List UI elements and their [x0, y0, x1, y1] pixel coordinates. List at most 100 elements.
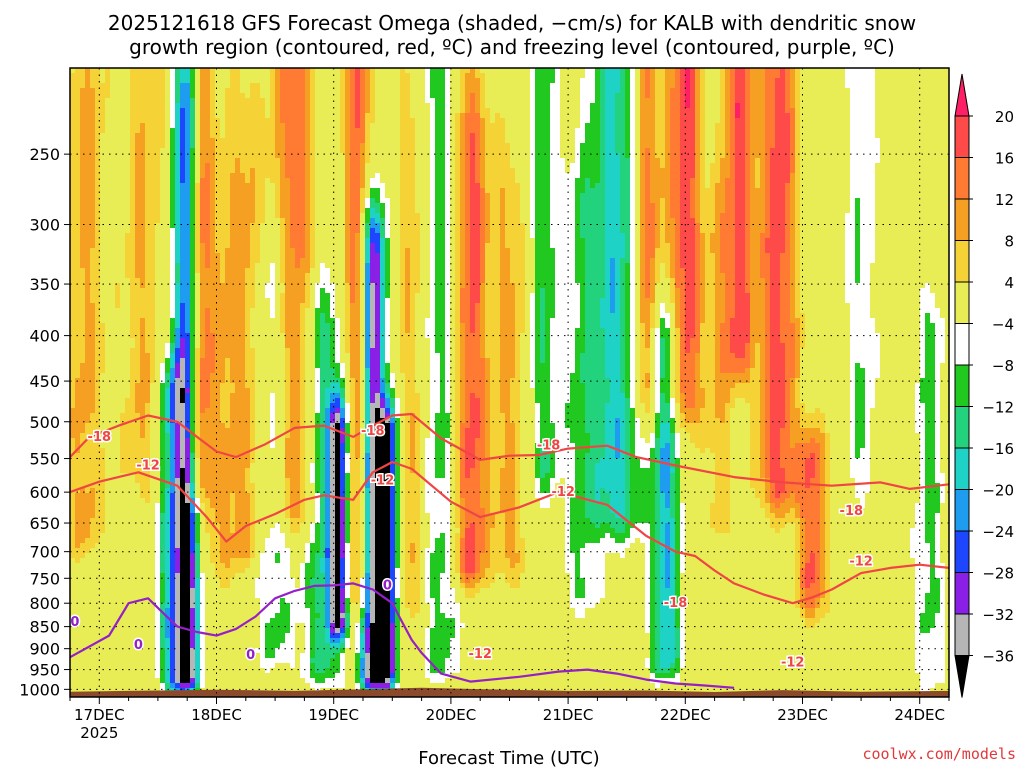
- omega-cell: [655, 183, 660, 188]
- omega-cell: [645, 188, 650, 193]
- omega-cell: [880, 128, 885, 133]
- omega-cell: [175, 203, 180, 208]
- omega-cell: [255, 183, 260, 188]
- omega-cell: [735, 203, 740, 208]
- omega-cell: [300, 178, 305, 183]
- omega-cell: [135, 188, 140, 193]
- omega-cell: [120, 188, 125, 193]
- omega-cell: [305, 108, 310, 113]
- omega-cell: [405, 168, 410, 173]
- omega-cell: [500, 93, 505, 98]
- omega-cell: [485, 128, 490, 133]
- omega-cell: [170, 178, 175, 183]
- omega-cell: [150, 88, 155, 93]
- omega-cell: [740, 218, 745, 223]
- omega-cell: [535, 193, 540, 198]
- omega-cell: [370, 113, 375, 118]
- omega-cell: [715, 148, 720, 153]
- omega-cell: [455, 98, 460, 103]
- omega-cell: [195, 208, 200, 213]
- omega-cell: [340, 193, 345, 198]
- omega-cell: [265, 183, 270, 188]
- omega-cell: [470, 123, 475, 128]
- omega-cell: [345, 98, 350, 103]
- omega-cell: [675, 198, 680, 203]
- omega-cell: [790, 198, 795, 203]
- omega-cell: [440, 138, 445, 143]
- omega-cell: [825, 218, 830, 223]
- omega-cell: [545, 88, 550, 93]
- omega-cell: [600, 183, 605, 188]
- omega-cell: [220, 218, 225, 223]
- omega-cell: [140, 218, 145, 223]
- omega-cell: [910, 183, 915, 188]
- omega-cell: [580, 203, 585, 208]
- omega-cell: [615, 123, 620, 128]
- omega-cell: [305, 178, 310, 183]
- omega-cell: [405, 198, 410, 203]
- omega-cell: [685, 173, 690, 178]
- omega-cell: [355, 203, 360, 208]
- omega-cell: [350, 108, 355, 113]
- omega-cell: [325, 193, 330, 198]
- omega-cell: [745, 163, 750, 168]
- omega-cell: [650, 83, 655, 88]
- omega-cell: [655, 83, 660, 88]
- omega-cell: [190, 158, 195, 163]
- omega-cell: [900, 208, 905, 213]
- omega-cell: [380, 138, 385, 143]
- omega-cell: [220, 83, 225, 88]
- omega-cell: [645, 178, 650, 183]
- omega-cell: [840, 208, 845, 213]
- omega-cell: [235, 123, 240, 128]
- omega-cell: [790, 73, 795, 78]
- omega-cell: [405, 88, 410, 93]
- omega-cell: [85, 218, 90, 223]
- omega-cell: [720, 163, 725, 168]
- omega-cell: [375, 108, 380, 113]
- omega-cell: [545, 173, 550, 178]
- omega-cell: [185, 198, 190, 203]
- omega-cell: [660, 188, 665, 193]
- omega-cell: [390, 143, 395, 148]
- omega-cell: [885, 88, 890, 93]
- omega-cell: [265, 178, 270, 183]
- omega-cell: [415, 143, 420, 148]
- omega-cell: [85, 88, 90, 93]
- omega-cell: [275, 198, 280, 203]
- omega-cell: [380, 73, 385, 78]
- omega-cell: [465, 123, 470, 128]
- omega-cell: [160, 158, 165, 163]
- omega-cell: [700, 218, 705, 223]
- omega-cell: [365, 183, 370, 188]
- omega-cell: [540, 108, 545, 113]
- omega-cell: [185, 208, 190, 213]
- omega-cell: [780, 108, 785, 113]
- omega-cell: [545, 158, 550, 163]
- omega-cell: [885, 118, 890, 123]
- omega-cell: [700, 188, 705, 193]
- omega-cell: [855, 213, 860, 218]
- omega-cell: [355, 153, 360, 158]
- omega-cell: [810, 88, 815, 93]
- omega-cell: [750, 173, 755, 178]
- omega-cell: [885, 178, 890, 183]
- omega-cell: [470, 208, 475, 213]
- omega-cell: [560, 118, 565, 123]
- omega-cell: [350, 143, 355, 148]
- omega-cell: [345, 218, 350, 223]
- omega-cell: [160, 198, 165, 203]
- omega-cell: [490, 143, 495, 148]
- omega-cell: [115, 128, 120, 133]
- omega-cell: [835, 163, 840, 168]
- omega-cell: [705, 98, 710, 103]
- omega-cell: [150, 103, 155, 108]
- omega-cell: [155, 103, 160, 108]
- omega-cell: [520, 158, 525, 163]
- omega-cell: [670, 98, 675, 103]
- omega-cell: [235, 118, 240, 123]
- omega-cell: [590, 133, 595, 138]
- omega-cell: [255, 133, 260, 138]
- omega-cell: [205, 118, 210, 123]
- omega-cell: [885, 163, 890, 168]
